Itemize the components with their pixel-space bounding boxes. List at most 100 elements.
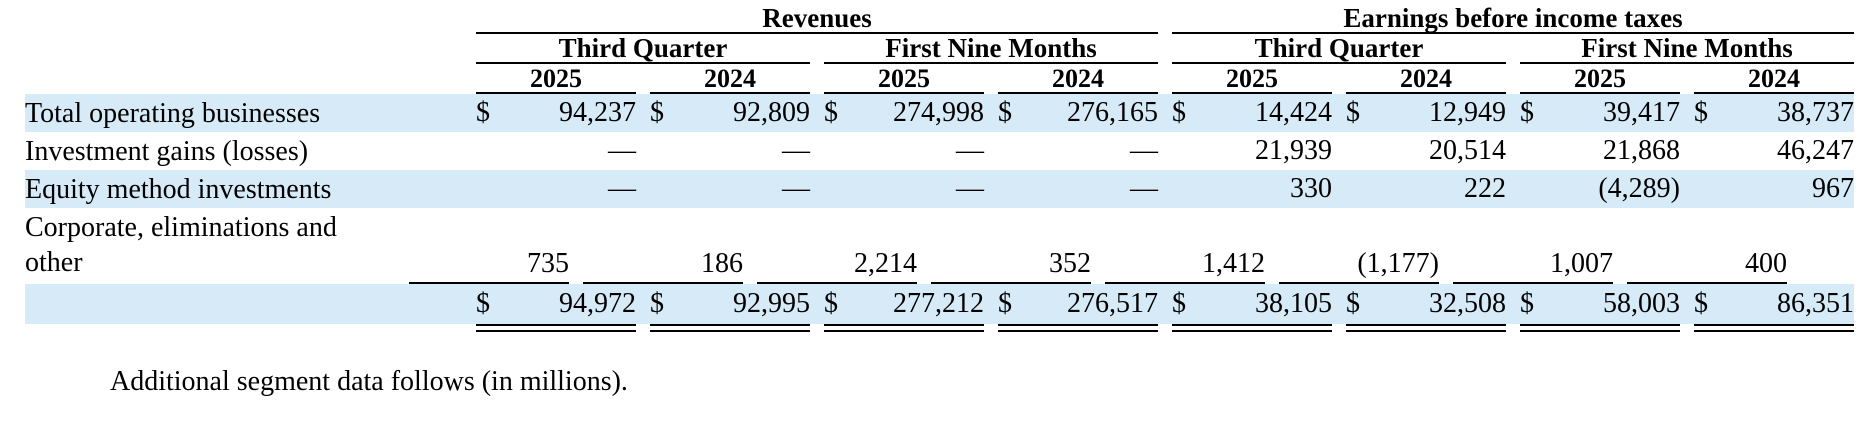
total-cell: $86,351 [1694, 288, 1854, 320]
table-row: Equity method investments — — — — 330 22… [25, 170, 1854, 208]
year-header: 2025 [824, 65, 984, 94]
year-header-row: 2025 2024 2025 2024 2025 2024 2025 2024 [25, 64, 1854, 94]
cell-value: — [956, 135, 984, 166]
dollar-sign: $ [1520, 97, 1534, 128]
value-cell: — [650, 173, 810, 205]
value-cell: 1,412 [1105, 248, 1265, 284]
value-cell: $38,737 [1694, 97, 1854, 129]
cell-value: — [956, 173, 984, 204]
cell-value: 38,105 [1255, 288, 1332, 319]
total-row: $94,972 $92,995 $277,212 $276,517 $38,10… [25, 284, 1854, 324]
cell-value: — [608, 173, 636, 204]
table-row: Corporate, eliminations and other 735 18… [25, 208, 1854, 284]
cell-value: — [1130, 173, 1158, 204]
dollar-sign: $ [1346, 97, 1360, 128]
table-row: Investment gains (losses) — — — — 21,939… [25, 132, 1854, 170]
value-cell: 21,868 [1520, 135, 1680, 167]
dollar-sign: $ [650, 97, 664, 128]
cell-value: 400 [1745, 248, 1787, 279]
period-header: Third Quarter [476, 34, 810, 64]
cell-value: — [782, 173, 810, 204]
segment-data-footnote: Additional segment data follows (in mill… [110, 366, 628, 397]
value-cell: $14,424 [1172, 97, 1332, 129]
cell-value: 86,351 [1777, 288, 1854, 319]
value-cell: — [998, 173, 1158, 205]
cell-value: — [782, 135, 810, 166]
year-header: 2024 [1694, 65, 1854, 94]
value-cell: 20,514 [1346, 135, 1506, 167]
segment-results-table: Revenues Earnings before income taxes Th… [25, 4, 1854, 334]
row-label: Equity method investments [25, 173, 332, 205]
double-rule [1520, 324, 1680, 332]
value-cell: 1,007 [1453, 248, 1613, 284]
row-label: Corporate, eliminations and other [25, 212, 337, 278]
total-cell: $92,995 [650, 288, 810, 320]
table-row: Total operating businesses $94,237 $92,8… [25, 94, 1854, 132]
period-header: Third Quarter [1172, 34, 1506, 64]
cell-value: 222 [1464, 173, 1506, 204]
value-cell: (1,177) [1279, 248, 1439, 284]
value-cell: 330 [1172, 173, 1332, 205]
cell-value: 58,003 [1603, 288, 1680, 319]
period-header-row: Third Quarter First Nine Months Third Qu… [25, 34, 1854, 64]
cell-value: 21,939 [1255, 135, 1332, 166]
cell-value: 21,868 [1603, 135, 1680, 166]
cell-value: 94,972 [559, 288, 636, 319]
cell-value: 352 [1049, 248, 1091, 279]
value-cell: — [476, 135, 636, 167]
total-cell: $94,972 [476, 288, 636, 320]
value-cell: 352 [931, 248, 1091, 284]
double-rule [476, 324, 636, 332]
row-label: Investment gains (losses) [25, 135, 309, 167]
double-rule [998, 324, 1158, 332]
cell-value: 276,165 [1067, 97, 1158, 128]
total-cell: $276,517 [998, 288, 1158, 320]
value-cell: 186 [583, 248, 743, 284]
cell-value: 2,214 [854, 248, 917, 279]
total-cell: $38,105 [1172, 288, 1332, 320]
dollar-sign: $ [1520, 288, 1534, 319]
cell-value: 46,247 [1777, 135, 1854, 166]
dollar-sign: $ [1694, 288, 1708, 319]
cell-value: 38,737 [1777, 97, 1854, 128]
dollar-sign: $ [1172, 288, 1186, 319]
row-label: Total operating businesses [25, 97, 321, 129]
cell-value: 330 [1290, 173, 1332, 204]
cell-value: 32,508 [1429, 288, 1506, 319]
value-cell: $92,809 [650, 97, 810, 129]
period-header: First Nine Months [824, 34, 1158, 64]
value-cell: — [650, 135, 810, 167]
column-group-header-row: Revenues Earnings before income taxes [25, 4, 1854, 34]
value-cell: $274,998 [824, 97, 984, 129]
period-header: First Nine Months [1520, 34, 1854, 64]
cell-value: 39,417 [1603, 97, 1680, 128]
year-header: 2024 [998, 65, 1158, 94]
total-cell: $277,212 [824, 288, 984, 320]
cell-value: 12,949 [1429, 97, 1506, 128]
double-rule [1694, 324, 1854, 332]
earnings-group-header: Earnings before income taxes [1172, 4, 1854, 34]
dollar-sign: $ [998, 97, 1012, 128]
double-rule [1172, 324, 1332, 332]
dollar-sign: $ [998, 288, 1012, 319]
value-cell: 400 [1627, 248, 1787, 284]
year-header: 2024 [1346, 65, 1506, 94]
value-cell: 46,247 [1694, 135, 1854, 167]
value-cell: — [824, 173, 984, 205]
value-cell: — [824, 135, 984, 167]
revenues-group-header: Revenues [476, 4, 1158, 34]
cell-value: 1,412 [1202, 248, 1265, 279]
cell-value: 277,212 [893, 288, 984, 319]
dollar-sign: $ [650, 288, 664, 319]
double-rule [1346, 324, 1506, 332]
value-cell: $276,165 [998, 97, 1158, 129]
dollar-sign: $ [476, 97, 490, 128]
year-header: 2025 [1172, 65, 1332, 94]
value-cell: $94,237 [476, 97, 636, 129]
double-rule [650, 324, 810, 332]
dollar-sign: $ [1694, 97, 1708, 128]
value-cell: — [998, 135, 1158, 167]
value-cell: $12,949 [1346, 97, 1506, 129]
cell-value: 20,514 [1429, 135, 1506, 166]
